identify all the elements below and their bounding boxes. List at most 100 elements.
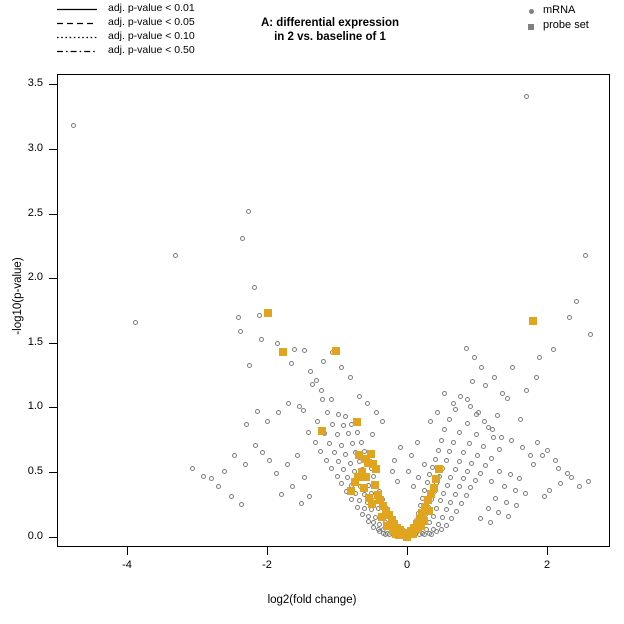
mrna-point xyxy=(284,462,290,468)
mrna-point xyxy=(491,375,497,381)
mrna-point xyxy=(325,410,331,416)
mrna-point xyxy=(428,419,433,425)
y-axis-tick-label: 1.5 xyxy=(27,335,43,348)
mrna-point xyxy=(416,475,422,480)
mrna-point xyxy=(452,467,458,473)
marker-legend-item: probe set xyxy=(527,18,622,33)
mrna-point xyxy=(339,481,345,487)
x-axis-tick-label: 0 xyxy=(403,559,411,571)
mrna-point xyxy=(313,378,319,384)
mrna-point xyxy=(339,365,345,371)
mrna-point xyxy=(372,515,378,521)
mrna-point xyxy=(366,513,372,519)
mrna-point xyxy=(508,437,514,443)
mrna-point xyxy=(235,314,241,320)
mrna-point xyxy=(369,432,375,438)
probe-set-point xyxy=(363,458,372,467)
mrna-point xyxy=(467,403,473,409)
mrna-point xyxy=(460,450,466,456)
mrna-point xyxy=(472,477,478,483)
mrna-point xyxy=(347,460,353,466)
square-dot-icon xyxy=(527,22,536,31)
mrna-point xyxy=(298,500,304,506)
mrna-point xyxy=(490,427,496,433)
probe-set-point xyxy=(317,426,326,435)
mrna-point xyxy=(444,507,450,513)
mrna-point xyxy=(488,455,494,461)
mrna-point xyxy=(507,472,513,478)
mrna-point xyxy=(442,391,447,396)
mrna-point xyxy=(452,491,458,497)
probe-set-point xyxy=(394,531,403,540)
probe-set-point xyxy=(366,449,375,458)
mrna-point xyxy=(477,471,483,477)
mrna-point xyxy=(466,441,472,447)
mrna-point xyxy=(441,490,447,496)
mrna-point xyxy=(221,468,227,474)
mrna-point xyxy=(456,429,462,435)
mrna-point xyxy=(522,490,528,496)
mrna-point xyxy=(330,422,335,428)
mrna-point xyxy=(465,397,471,403)
y-axis-tick xyxy=(49,536,57,538)
mrna-point xyxy=(290,484,296,490)
probe-set-point xyxy=(352,417,361,426)
mrna-point xyxy=(361,506,367,512)
mrna-point xyxy=(172,252,178,258)
mrna-point xyxy=(297,403,303,409)
mrna-point xyxy=(583,252,589,258)
mrna-point xyxy=(340,467,346,473)
mrna-point xyxy=(414,440,420,446)
mrna-point xyxy=(200,473,206,479)
mrna-point xyxy=(259,336,265,342)
probe-set-point xyxy=(331,346,340,355)
mrna-point xyxy=(477,516,483,522)
mrna-point xyxy=(439,515,445,521)
mrna-point xyxy=(542,494,548,500)
mrna-point xyxy=(267,458,272,464)
mrna-point xyxy=(260,450,265,456)
mrna-point xyxy=(397,445,403,451)
probe-set-point xyxy=(424,496,432,505)
x-axis-tick xyxy=(407,547,408,555)
mrna-point xyxy=(276,410,282,416)
mrna-point xyxy=(495,509,501,515)
mrna-point xyxy=(239,502,244,508)
mrna-point xyxy=(344,475,350,480)
mrna-point xyxy=(463,345,469,351)
mrna-point xyxy=(497,446,503,452)
mrna-point xyxy=(252,285,258,291)
mrna-point xyxy=(587,331,593,337)
x-axis-tick-label: -4 xyxy=(122,559,132,571)
mrna-point xyxy=(458,393,464,399)
mrna-point xyxy=(371,520,377,526)
mrna-point xyxy=(448,499,454,505)
mrna-point xyxy=(242,462,248,468)
probe-set-point xyxy=(408,530,417,539)
mrna-point xyxy=(243,422,249,428)
mrna-point xyxy=(473,411,479,417)
mrna-point xyxy=(474,453,480,459)
mrna-point xyxy=(424,480,430,486)
mrna-point xyxy=(358,440,364,446)
mrna-point xyxy=(256,313,262,319)
mrna-point xyxy=(465,468,471,474)
probe-set-point xyxy=(418,509,427,518)
mrna-point xyxy=(246,362,252,368)
probe-set-point xyxy=(425,506,434,515)
mrna-point xyxy=(435,521,441,527)
probe-set-point xyxy=(347,487,355,496)
mrna-point xyxy=(449,516,454,522)
mrna-point xyxy=(486,424,492,430)
mrna-point xyxy=(514,503,520,509)
title-line-2: in 2 vs. baseline of 1 xyxy=(274,31,386,43)
probe-set-point xyxy=(384,510,393,519)
mrna-point xyxy=(334,473,340,479)
mrna-point xyxy=(246,208,251,214)
probe-set-point xyxy=(412,519,421,528)
mrna-point xyxy=(237,328,243,334)
mrna-point xyxy=(406,468,412,474)
mrna-point xyxy=(535,440,541,446)
mrna-point xyxy=(481,419,487,425)
mrna-point xyxy=(285,401,291,407)
